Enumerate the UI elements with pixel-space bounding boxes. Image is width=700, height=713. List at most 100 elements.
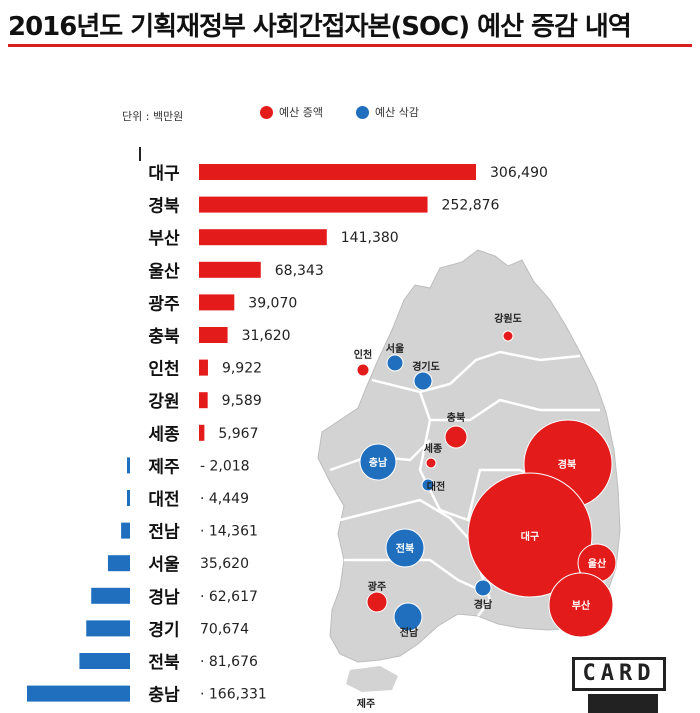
bar-decrease <box>91 587 130 604</box>
bar-decrease <box>127 457 130 474</box>
bar-value-label: 31,620 <box>242 328 291 344</box>
map-region-label: 부산 <box>572 599 591 612</box>
map-bubble <box>413 371 433 391</box>
map-bubble <box>385 528 425 568</box>
bar-decrease <box>86 620 130 637</box>
map-region-label: 세종 <box>424 442 442 455</box>
map-region-label: 충북 <box>447 411 465 424</box>
title-underline <box>8 44 692 47</box>
map-region-label: 울산 <box>588 557 607 570</box>
map-region-label: 제주 <box>357 697 375 710</box>
map-bubble <box>386 354 404 372</box>
bar-increase <box>199 261 261 278</box>
bar-category-label: 충북 <box>148 327 180 347</box>
bar-value-label: 306,490 <box>490 165 548 181</box>
bar-decrease <box>127 490 130 506</box>
province-border <box>344 558 481 592</box>
map-bubble <box>421 478 435 492</box>
map-region-label: 광주 <box>368 581 386 593</box>
bar-category-label: 광주 <box>148 294 180 314</box>
bar-category-label: 제주 <box>148 457 180 477</box>
bar-category-label: 대구 <box>148 164 180 184</box>
bar-category-label: 인천 <box>148 360 179 380</box>
bar-value-label: · 81,676 <box>200 654 258 670</box>
map-region-label: 강원도 <box>494 312 522 325</box>
increase-dot-icon <box>260 105 273 119</box>
axis-tick <box>139 147 141 161</box>
map-bubble <box>366 591 388 613</box>
province-border <box>418 419 561 522</box>
bar-category-label: 전남 <box>148 523 180 543</box>
bar-value-label: · 62,617 <box>200 589 258 605</box>
bar-value-label: - 2,018 <box>200 458 250 474</box>
map-bubble <box>502 330 514 342</box>
map-region-label: 경기도 <box>412 360 440 373</box>
bar-value-label: · 14,361 <box>200 524 258 540</box>
bar-value-label: 141,380 <box>341 230 399 246</box>
card-logo: CARD <box>572 657 666 691</box>
map-region-label: 인천 <box>354 348 372 361</box>
bar-category-label: 전북 <box>148 653 180 673</box>
bar-increase <box>199 294 235 311</box>
map-region-label: 경남 <box>474 598 493 611</box>
jeju-island <box>346 666 398 692</box>
bar-increase <box>199 392 208 409</box>
legend-increase: 예산 증액 <box>260 104 323 120</box>
bar-category-label: 경기 <box>148 620 179 640</box>
bar-category-label: 충남 <box>148 686 180 706</box>
bar-value-label: 70,674 <box>200 621 249 637</box>
bar-value-label: · 166,331 <box>200 687 267 703</box>
map-bubble <box>444 425 468 449</box>
bar-increase <box>199 424 205 441</box>
bar-value-label: 39,070 <box>248 295 297 311</box>
bar-decrease <box>79 653 130 669</box>
province-border <box>339 498 471 541</box>
bar-value-label: · 4,449 <box>200 491 249 507</box>
map-region-label: 경북 <box>558 458 576 471</box>
map-bubble <box>425 457 437 469</box>
bar-category-label: 부산 <box>148 229 180 249</box>
map-bubble <box>548 572 614 638</box>
bar-category-label: 세종 <box>148 425 180 445</box>
map-bubble <box>467 472 593 598</box>
bar-category-label: 울산 <box>148 262 180 282</box>
bar-increase <box>199 229 327 246</box>
map-region-label: 충남 <box>369 456 388 469</box>
bar-category-label: 강원 <box>148 392 179 412</box>
map-bubble <box>359 443 397 481</box>
bar-category-label: 대전 <box>148 490 179 510</box>
map-region-label: 대전 <box>427 480 445 493</box>
bar-increase <box>199 164 476 180</box>
map-region-label: 전남 <box>400 626 419 639</box>
map-bubble <box>474 579 492 597</box>
logo-badge <box>588 694 658 713</box>
bar-decrease <box>107 555 130 572</box>
unit-label: 단위 : 백만원 <box>122 110 184 123</box>
map-region-label: 서울 <box>386 342 404 355</box>
map-region-label: 전북 <box>396 542 414 555</box>
bar-value-label: 9,922 <box>222 361 262 377</box>
bar-value-label: 5,967 <box>218 426 258 442</box>
province-border <box>418 391 600 422</box>
bar-value-label: 252,876 <box>442 198 500 214</box>
bar-decrease <box>121 522 130 539</box>
page-title: 2016년도 기획재정부 사회간접자본(SOC) 예산 증감 내역 <box>8 12 632 42</box>
bar-value-label: 35,620 <box>200 556 249 572</box>
legend-decrease: 예산 삭감 <box>356 104 419 120</box>
bar-decrease <box>27 685 130 702</box>
map-bubble <box>356 363 370 377</box>
legend-increase-label: 예산 증액 <box>279 106 323 119</box>
legend-decrease-label: 예산 삭감 <box>375 106 419 119</box>
map-region-label: 대구 <box>521 530 539 543</box>
decrease-dot-icon <box>356 105 369 119</box>
bar-increase <box>199 196 428 213</box>
map-bubble <box>393 602 423 632</box>
bar-value-label: 9,589 <box>222 393 262 409</box>
bar-value-label: 68,343 <box>275 263 324 279</box>
bar-increase <box>199 327 228 343</box>
bar-category-label: 경남 <box>148 588 180 608</box>
bar-category-label: 서울 <box>148 555 180 575</box>
bar-category-label: 경북 <box>148 197 180 217</box>
